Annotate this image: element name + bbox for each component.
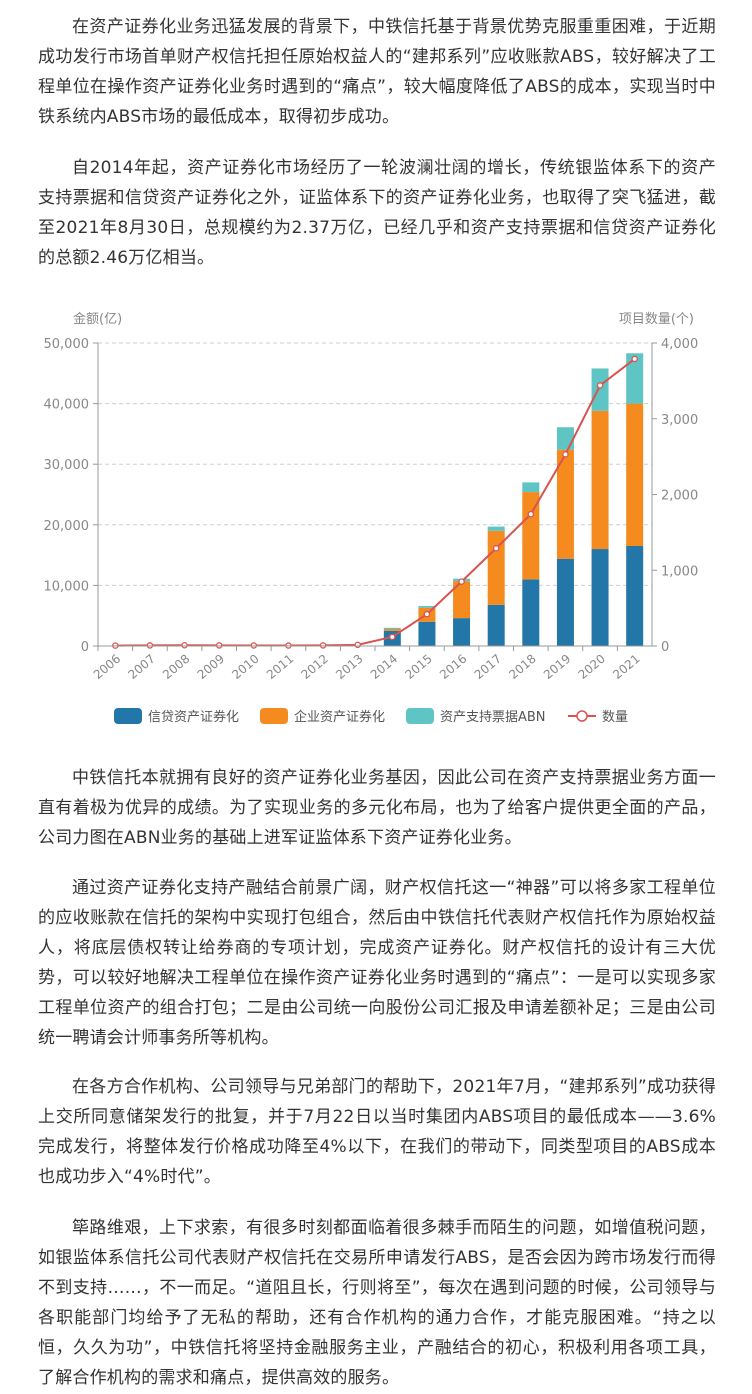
count-point — [215, 642, 223, 649]
bar-segment — [626, 403, 644, 547]
count-point — [146, 642, 154, 649]
x-tick-label: 2006 — [91, 652, 123, 682]
y-tick-label: 30,000 — [44, 458, 90, 473]
count-point — [389, 633, 396, 641]
bar-segment — [453, 581, 471, 619]
count-point — [527, 510, 535, 518]
x-tick-label: 2008 — [160, 652, 192, 682]
y2-tick-label: 0 — [661, 640, 669, 655]
count-point — [250, 642, 258, 649]
bar-segment — [418, 606, 436, 608]
y2-axis-title: 项目数量(个) — [619, 312, 694, 327]
abs-market-chart: 0 10,000 20,000 30,000 40,000 50,000 0 1,000 2,0… — [44, 311, 699, 725]
count-point — [319, 642, 327, 649]
x-tick-label: 2014 — [368, 652, 400, 682]
bar-segment — [522, 482, 540, 493]
bar-segment — [626, 546, 644, 646]
y-tick-label: 10,000 — [44, 579, 90, 594]
y2-tick-label: 4,000 — [661, 337, 698, 352]
x-tick-label: 2015 — [402, 652, 434, 682]
count-point — [181, 641, 188, 649]
y-tick-label: 50,000 — [44, 337, 90, 352]
x-tick-label: 2016 — [437, 652, 469, 682]
count-point — [596, 382, 604, 389]
bar-segment — [453, 618, 471, 646]
x-tick-label: 2021 — [610, 652, 642, 682]
chart-bars — [383, 353, 644, 646]
y2-tick-label: 2,000 — [661, 489, 698, 504]
bar-segment — [522, 492, 540, 580]
y2-tick-label: 1,000 — [661, 564, 698, 579]
count-point — [458, 578, 465, 585]
y-tick-label: 40,000 — [44, 398, 90, 413]
x-tick-label: 2013 — [333, 652, 365, 682]
y-axis-title: 金额(亿) — [73, 311, 122, 327]
bar-segment — [383, 627, 401, 630]
x-tick-label: 2011 — [264, 652, 296, 682]
bar-segment — [591, 368, 609, 411]
x-tick-label: 2018 — [506, 652, 538, 682]
bar-segment — [487, 530, 505, 605]
bar-segment — [626, 353, 644, 404]
x-tick-label: 2007 — [125, 652, 157, 682]
bar-segment — [591, 410, 609, 550]
paragraph-6: 筚路维艰，上下求索，有很多时刻都面临着很多棘手而陌生的问题，如增值税问题，如银监… — [38, 1218, 716, 1388]
count-line — [115, 358, 636, 647]
bar-segment — [418, 621, 436, 646]
paragraph-1: 在资产证券化业务迅猛发展的背景下，中铁信托基于背景优势克服重重困难，于近期成功发… — [38, 17, 716, 127]
paragraph-2: 自2014年起，资产证券化市场经历了一轮波澜壮阔的增长，传统银监体系下的资产支持… — [38, 158, 716, 268]
legend-swatch — [114, 708, 142, 724]
paragraph-5: 在各方合作机构、公司领导与兄弟部门的帮助下，2021年7月，“建邦系列”成功获得… — [38, 1077, 716, 1187]
x-tick-label: 2012 — [299, 652, 331, 682]
count-point — [631, 355, 638, 363]
legend-label: 信贷资产证券化 — [148, 709, 239, 725]
bar-segment — [556, 427, 574, 450]
x-tick-label: 2009 — [195, 652, 227, 682]
x-tick-label: 2010 — [229, 652, 261, 682]
bar-segment — [487, 604, 505, 646]
bar-segment — [591, 549, 609, 646]
legend-label: 数量 — [602, 710, 628, 725]
bar-segment — [487, 526, 505, 531]
paragraph-4: 通过资产证券化支持产融结合前景广阔，财产权信托这一“神器”可以将多家工程单位的应… — [38, 878, 716, 1048]
y-tick-label: 20,000 — [44, 519, 90, 534]
legend-swatch — [406, 708, 434, 724]
bar-segment — [556, 558, 574, 646]
legend-label: 资产支持票据ABN — [440, 710, 546, 725]
count-point — [492, 545, 500, 552]
bar-segment — [522, 579, 540, 646]
bar-segment — [556, 449, 574, 559]
legend-line-marker — [576, 710, 588, 722]
x-tick-label: 2019 — [541, 652, 573, 682]
legend-swatch — [260, 708, 288, 724]
count-point — [562, 451, 569, 458]
count-point — [423, 610, 431, 618]
x-tick-label: 2017 — [472, 652, 504, 682]
y2-tick-label: 3,000 — [661, 413, 698, 428]
chart-legend: 信贷资产证券化 企业资产证券化 资产支持票据ABN 数量 — [114, 708, 628, 725]
count-point — [354, 641, 361, 649]
legend-label: 企业资产证券化 — [294, 709, 385, 725]
y-tick-label: 0 — [81, 640, 89, 655]
chart-grid — [98, 342, 652, 586]
paragraph-3: 中铁信托本就拥有良好的资产证券化业务基因，因此公司在资产支持票据业务方面一直有着… — [38, 768, 716, 848]
x-tick-label: 2020 — [576, 652, 608, 682]
bar-segment — [383, 629, 401, 631]
